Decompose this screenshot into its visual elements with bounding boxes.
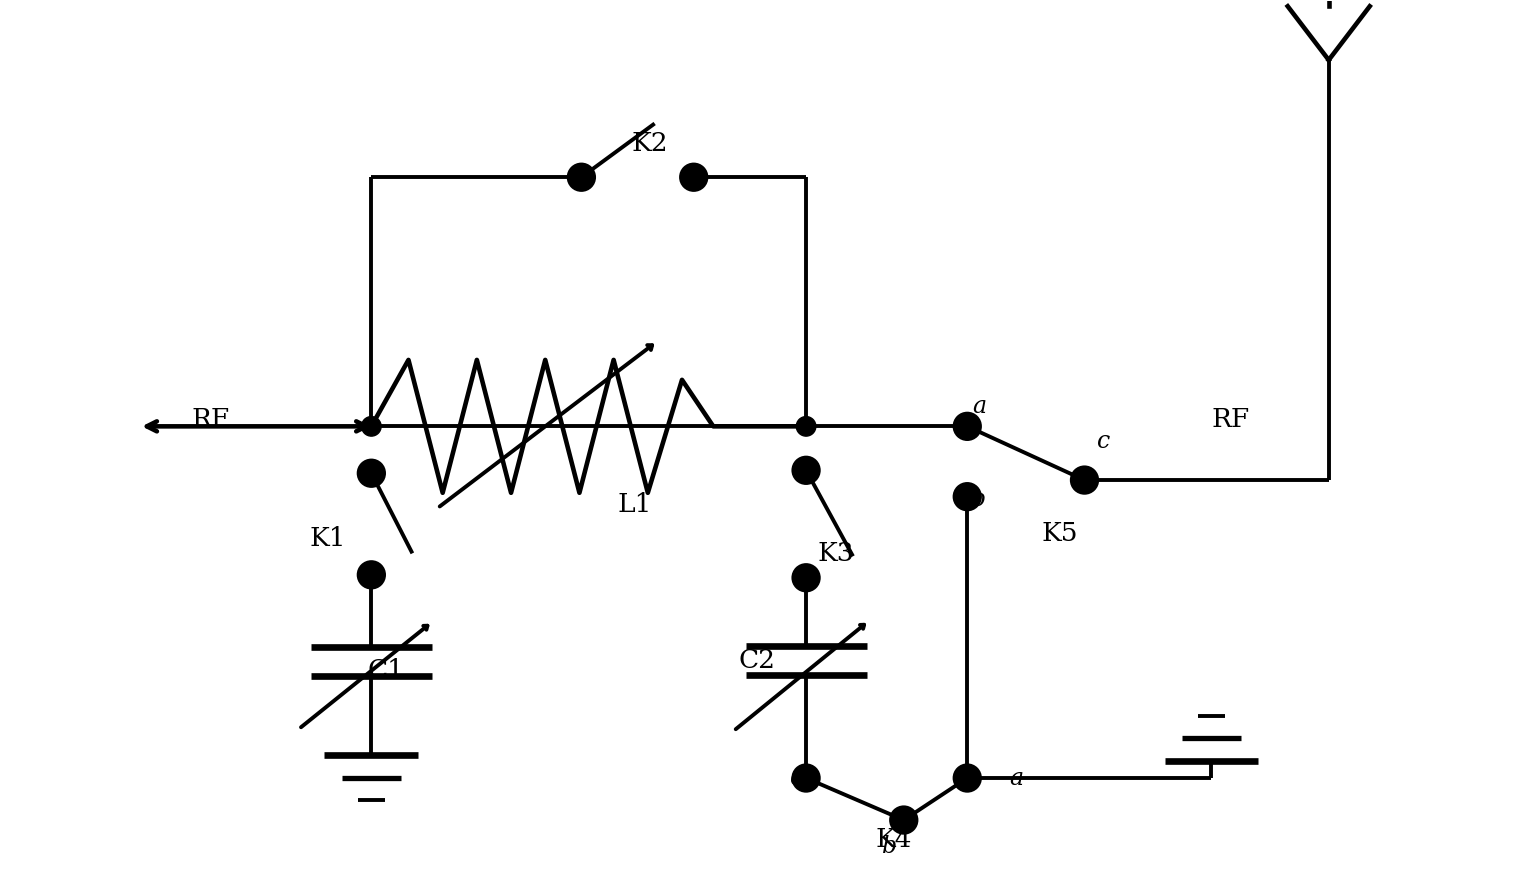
Circle shape	[891, 807, 916, 833]
Text: a: a	[973, 395, 986, 418]
Text: a: a	[1009, 766, 1023, 789]
Text: K3: K3	[818, 541, 854, 566]
Text: K2: K2	[632, 131, 669, 155]
Text: RF: RF	[192, 407, 229, 432]
Circle shape	[681, 165, 707, 190]
Text: C2: C2	[739, 648, 776, 673]
Text: b: b	[971, 488, 986, 511]
Circle shape	[569, 165, 594, 190]
Text: L1: L1	[618, 492, 652, 517]
Text: b: b	[882, 835, 897, 858]
Circle shape	[954, 414, 980, 439]
Circle shape	[362, 416, 380, 436]
Circle shape	[957, 416, 977, 436]
Circle shape	[954, 484, 980, 510]
Text: RF: RF	[1212, 407, 1250, 432]
Text: c: c	[1097, 430, 1111, 452]
Text: K1: K1	[310, 527, 345, 551]
Circle shape	[793, 565, 819, 590]
Text: C1: C1	[368, 658, 405, 683]
Text: K4: K4	[876, 827, 913, 852]
Circle shape	[954, 766, 980, 791]
Circle shape	[793, 458, 819, 483]
Circle shape	[1072, 467, 1097, 493]
Circle shape	[359, 460, 384, 486]
Text: c: c	[790, 766, 802, 789]
Text: K5: K5	[1042, 521, 1078, 546]
Circle shape	[359, 562, 384, 587]
Circle shape	[796, 416, 816, 436]
Circle shape	[793, 766, 819, 791]
